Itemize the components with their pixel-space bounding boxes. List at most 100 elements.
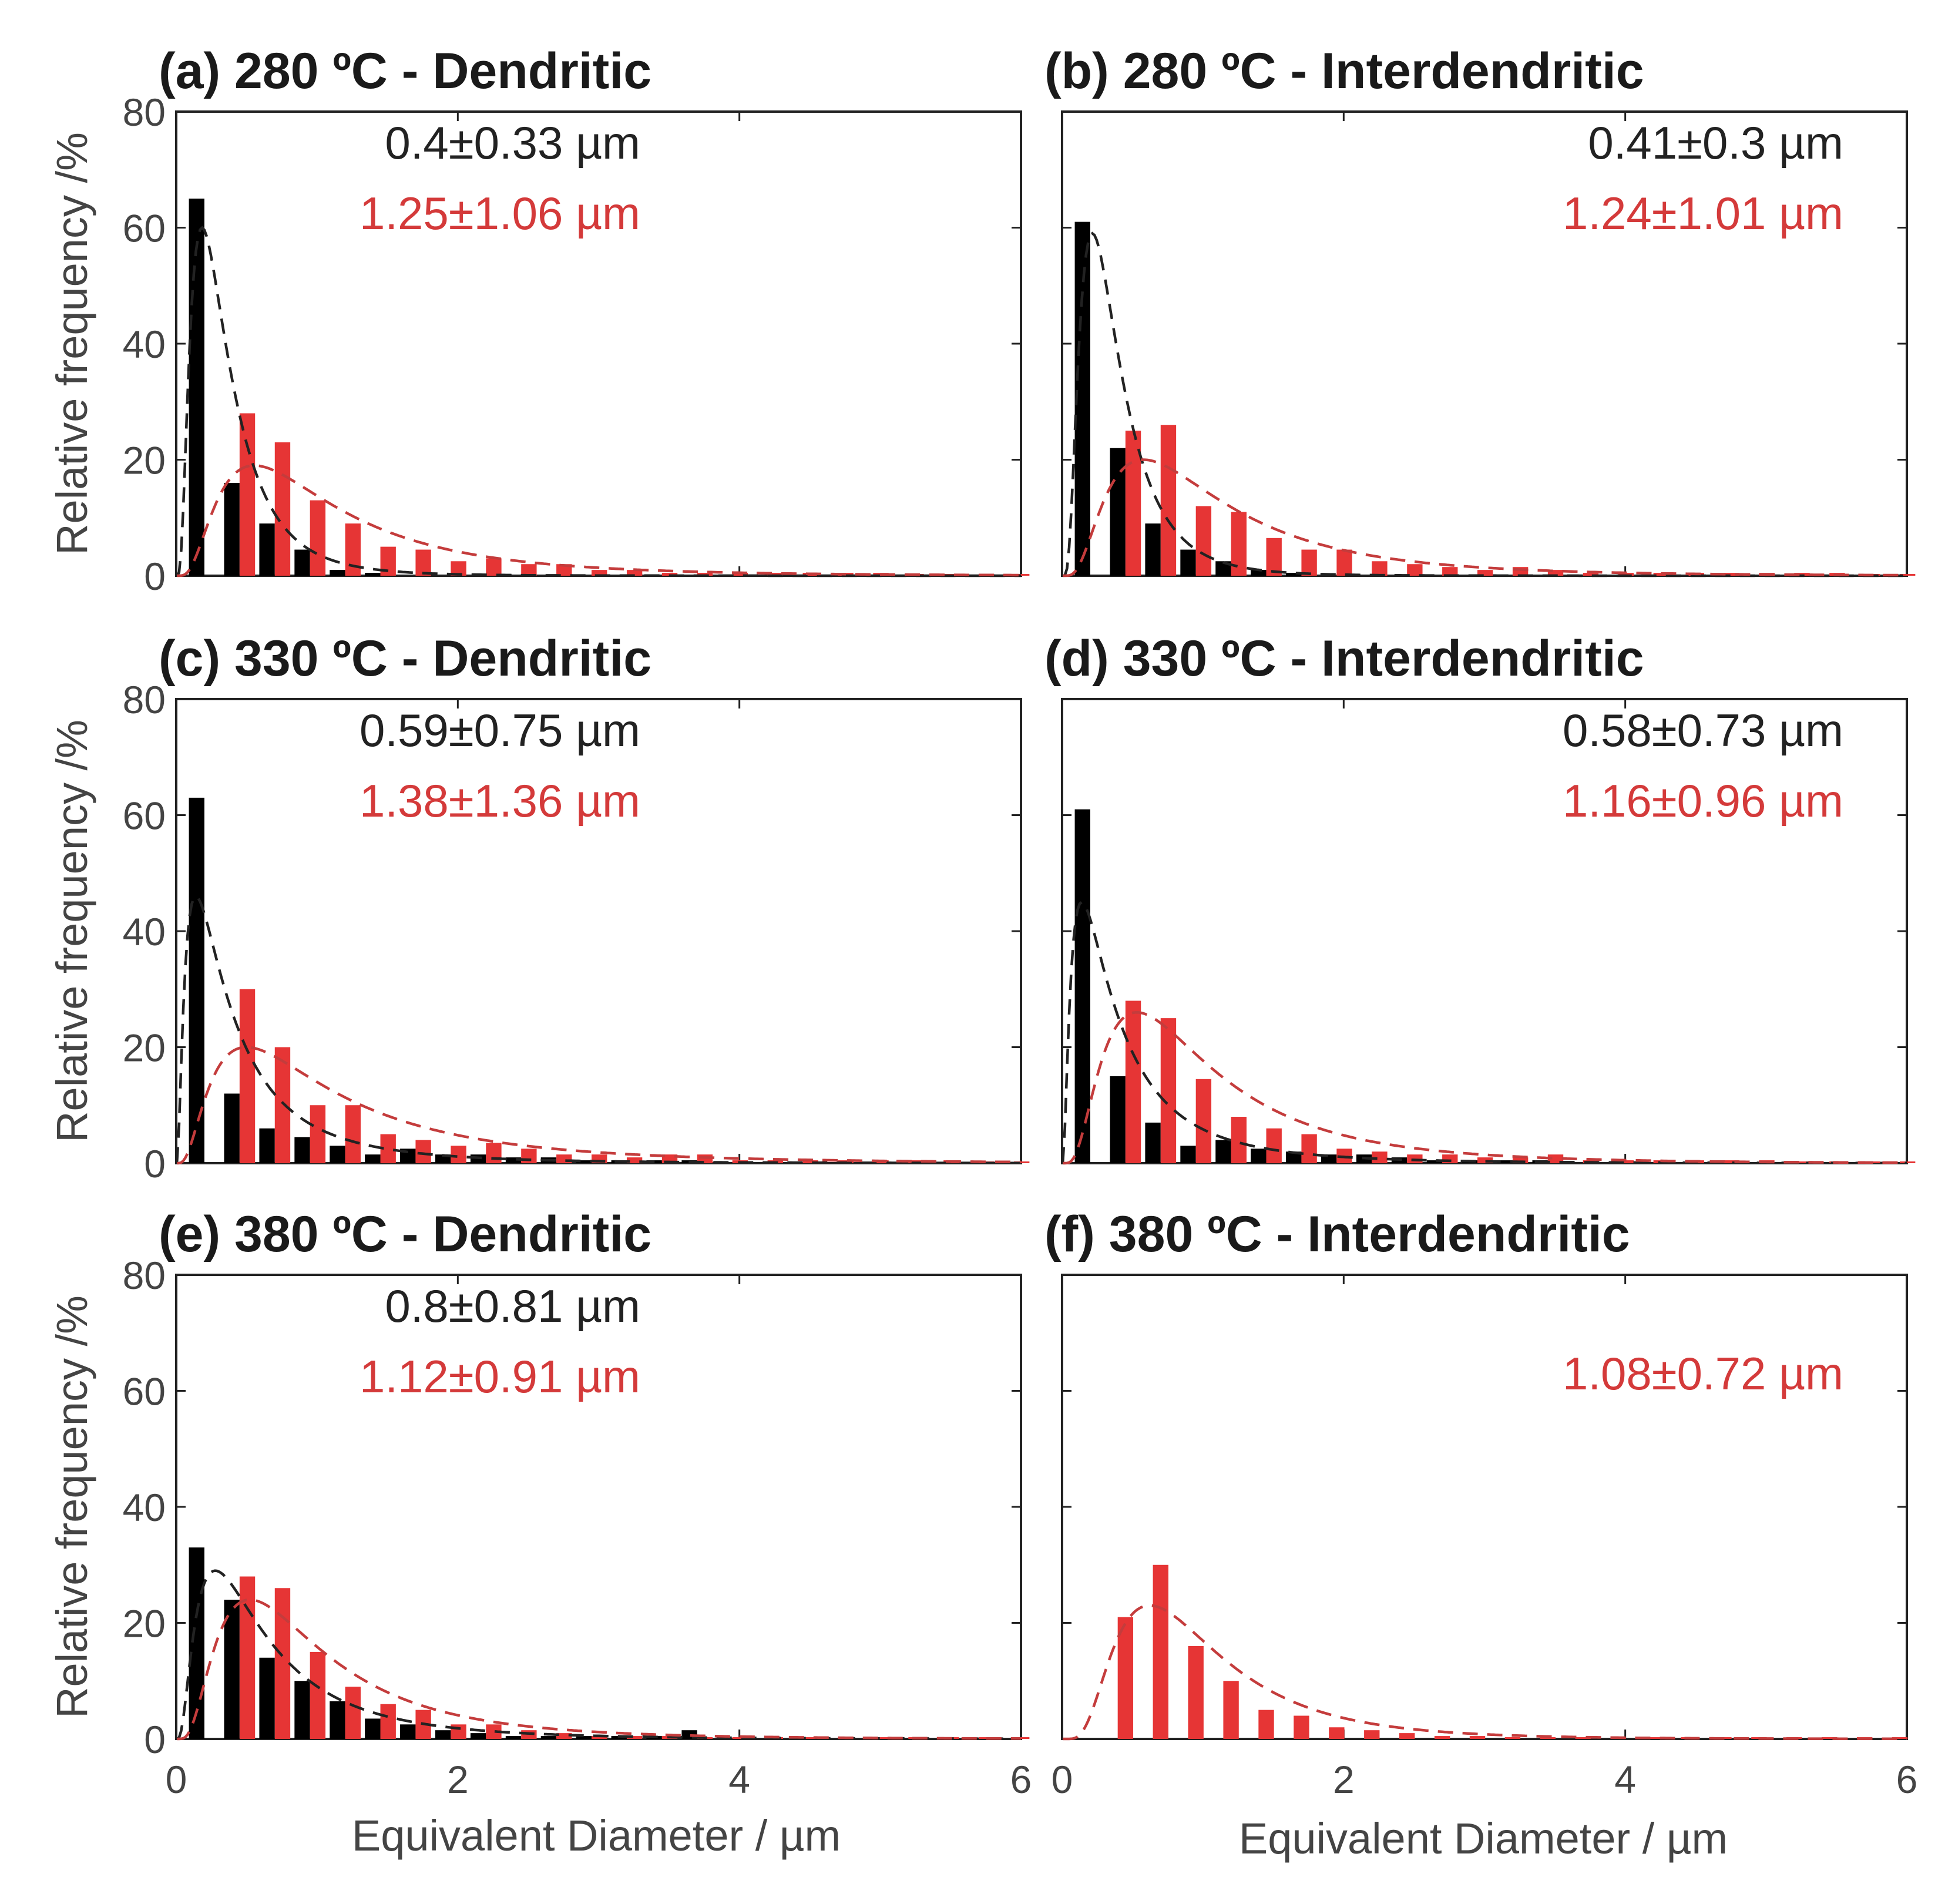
bar-red-bin-20 xyxy=(1794,573,1810,576)
fit-curve-red xyxy=(177,464,1021,577)
panel-d: (d) 330 ºC - Interdendritic 0.58±0.73 µm 1… xyxy=(1044,630,1916,1165)
bar-red-bin-3 xyxy=(310,1105,326,1163)
y-tick-label: 60 xyxy=(123,794,166,838)
stat-label-red: 1.38±1.36 µm xyxy=(360,775,640,827)
bar-red-bin-6 xyxy=(415,549,431,576)
fit-curve-red xyxy=(1063,1011,1907,1165)
bar-black-bin-9 xyxy=(505,1157,522,1163)
y-tick-label: 40 xyxy=(123,1486,166,1529)
bar-red-bin-5 xyxy=(380,1704,396,1739)
bar-red-bin-12 xyxy=(626,1157,643,1163)
x-tick-label: 0 xyxy=(1052,1758,1073,1801)
bar-red-bin-12 xyxy=(1504,1737,1521,1739)
fit-curve-black xyxy=(175,895,1021,1164)
bar-red-bin-17 xyxy=(802,1160,818,1163)
bar-black-bin-1 xyxy=(224,1093,240,1163)
plot-frame xyxy=(1061,698,1908,1164)
bar-red-bin-2 xyxy=(1160,425,1177,576)
bar-red-bin-1 xyxy=(239,413,256,576)
y-tick-label: 80 xyxy=(123,678,166,721)
bar-red-bin-4 xyxy=(1223,1681,1239,1739)
y-tick-label: 60 xyxy=(123,1370,166,1413)
bar-black-bin-1 xyxy=(224,483,240,576)
bar-black-bin-2 xyxy=(1145,1122,1161,1163)
y-tick-label: 20 xyxy=(123,1602,166,1646)
x-tick-label: 6 xyxy=(1896,1758,1918,1801)
bar-red-bin-15 xyxy=(732,1737,748,1739)
bar-red-bin-14 xyxy=(1583,573,1599,576)
bar-red-bin-1 xyxy=(239,1576,256,1739)
bar-red-bin-11 xyxy=(592,570,607,576)
bar-red-bin-3 xyxy=(310,500,326,576)
bar-black-bin-10 xyxy=(540,1736,557,1739)
panel-title: (a) 280 ºC - Dendritic xyxy=(159,43,651,99)
y-axis-label: Relative frequency /% xyxy=(48,720,96,1143)
bar-red-bin-15 xyxy=(732,573,748,576)
bar-black-bin-9 xyxy=(505,1736,522,1739)
bar-black-bin-10 xyxy=(1426,1160,1443,1163)
stat-label-red: 1.25±1.06 µm xyxy=(360,187,640,239)
fit-curve-black xyxy=(1062,231,1907,577)
bar-black-bin-5 xyxy=(365,573,381,576)
bar-red-bin-11 xyxy=(1477,1157,1493,1163)
panel-c: (c) 330 ºC - Dendritic 0 20 40 60 80 0.59±0.75… xyxy=(123,630,1030,1186)
bar-red-bin-2 xyxy=(274,442,291,576)
bar-black-bin-11 xyxy=(576,1160,592,1163)
bar-black-bin-2 xyxy=(259,1128,275,1163)
bar-red-bin-16 xyxy=(1645,1737,1661,1739)
bar-red-bin-11 xyxy=(1469,1736,1486,1739)
panel-a: (a) 280 ºC - Dendritic 0 20 40 60 80 0.4±0.33 … xyxy=(123,43,1030,598)
bar-red-bin-10 xyxy=(1434,1736,1450,1739)
plot-frame xyxy=(1061,110,1908,577)
x-tick-label: 4 xyxy=(728,1758,750,1801)
bar-red-bin-13 xyxy=(1540,1737,1556,1739)
y-tick-label: 80 xyxy=(123,90,166,134)
bar-red-bin-14 xyxy=(697,573,713,576)
stat-label-red: 1.16±0.96 µm xyxy=(1563,775,1843,827)
bar-red-bin-9 xyxy=(521,564,537,576)
bar-black-bin-1 xyxy=(224,1600,240,1739)
bar-black-bin-12 xyxy=(1497,1160,1513,1163)
bar-red-bin-1 xyxy=(1125,431,1141,576)
bar-red-bin-1 xyxy=(1125,1000,1141,1163)
y-axis-label: Relative frequency /% xyxy=(48,1295,96,1718)
bar-red-bin-3 xyxy=(1188,1646,1204,1739)
bar-red-bin-2 xyxy=(274,1588,291,1739)
bar-red-bin-17 xyxy=(802,1737,818,1739)
bar-black-bin-7 xyxy=(435,1730,451,1739)
bar-red-bin-11 xyxy=(592,1736,607,1739)
x-tick-label: 2 xyxy=(447,1758,469,1801)
bar-black-bin-3 xyxy=(294,1137,310,1163)
bar-red-bin-7 xyxy=(1329,1727,1345,1739)
bar-black-bin-3 xyxy=(1180,1146,1196,1163)
y-tick-label: 40 xyxy=(123,323,166,366)
stat-label-black: 0.58±0.73 µm xyxy=(1563,704,1843,756)
bar-red-bin-2 xyxy=(274,1047,291,1163)
y-tick-label: 0 xyxy=(144,555,166,598)
bar-black-bin-3 xyxy=(1180,549,1196,576)
stat-label-black: 0.4±0.33 µm xyxy=(385,117,640,169)
bar-black-bin-0 xyxy=(1074,809,1090,1163)
stat-label-red: 1.08±0.72 µm xyxy=(1563,1348,1843,1399)
bar-red-bin-13 xyxy=(1547,570,1564,576)
bar-red-bin-5 xyxy=(1266,1128,1282,1163)
bar-red-bin-8 xyxy=(1364,1730,1380,1739)
bar-black-bin-2 xyxy=(259,1657,275,1739)
stat-label-black: 0.59±0.75 µm xyxy=(360,704,640,756)
bar-black-bin-0 xyxy=(189,199,204,576)
plot-frame xyxy=(175,1274,1022,1740)
bar-black-bin-5 xyxy=(1251,1149,1267,1163)
bar-red-bin-18 xyxy=(1724,573,1739,576)
bar-red-bin-12 xyxy=(626,1736,643,1739)
bar-red-bin-8 xyxy=(1372,561,1388,576)
bar-black-bin-2 xyxy=(1145,523,1161,576)
bar-red-bin-12 xyxy=(1512,1157,1529,1163)
bar-red-bin-21 xyxy=(1822,1737,1838,1739)
stat-label-black: 0.8±0.81 µm xyxy=(385,1280,640,1332)
bar-red-bin-8 xyxy=(1372,1151,1388,1163)
bar-red-bin-6 xyxy=(1294,1715,1309,1739)
bar-red-bin-2 xyxy=(1153,1564,1168,1739)
bar-red-bin-4 xyxy=(345,1105,361,1163)
bar-red-bin-3 xyxy=(1195,1079,1212,1163)
